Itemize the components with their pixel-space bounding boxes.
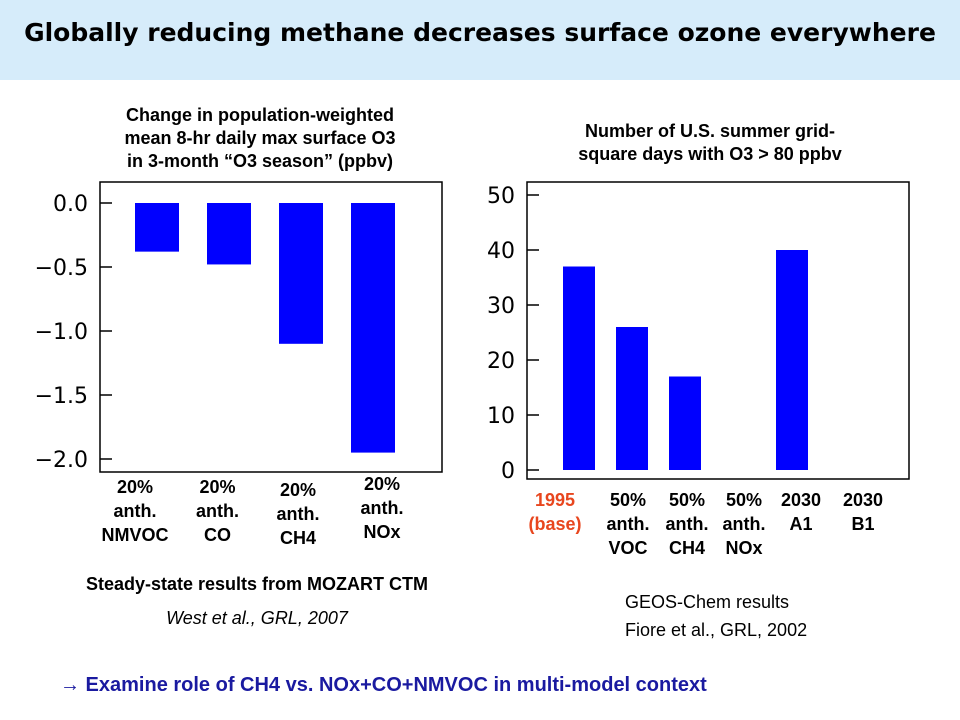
right-y-axis: 0 10 20 30 40 50 (487, 184, 539, 484)
right-cat-6-line-2: B1 (851, 514, 875, 534)
right-bar (616, 327, 648, 470)
left-tick-label: −1.0 (35, 320, 88, 345)
left-cat-2-line-1: 20% (199, 477, 236, 497)
right-bar (669, 376, 701, 470)
right-cat-4-line-1: 50% (725, 490, 763, 510)
left-cat-3-line-3: CH4 (279, 528, 316, 548)
right-bars (563, 250, 808, 470)
right-category-label: 50% anth. VOC (600, 488, 656, 560)
left-category-label: 20% anth. CH4 (258, 478, 338, 550)
right-footer-citation: Fiore et al., GRL, 2002 (625, 620, 808, 640)
right-tick-label: 20 (487, 349, 515, 374)
right-tick-label: 50 (487, 184, 515, 209)
left-tick-label: 0.0 (53, 192, 88, 217)
left-y-axis: 0.0 −0.5 −1.0 −1.5 −2.0 (35, 192, 112, 473)
right-title-line-1: Number of U.S. summer grid- (584, 121, 836, 141)
right-footer-source: GEOS-Chem results (625, 592, 790, 612)
right-category-label: 50% anth. NOx (716, 488, 772, 560)
right-cat-3-line-1: 50% (668, 490, 706, 510)
left-cat-3-line-2: anth. (276, 504, 320, 524)
right-title-line-2: square days with O3 > 80 ppbv (578, 144, 842, 164)
right-cat-5-line-1: 2030 (780, 490, 822, 510)
right-cat-2-line-3: VOC (608, 538, 648, 558)
left-footer-source: Steady-state results from MOZART CTM (85, 574, 429, 594)
left-cat-4-line-2: anth. (360, 498, 404, 518)
right-cat-6-line-1: 2030 (842, 490, 884, 510)
left-cat-4-line-1: 20% (363, 474, 401, 494)
left-category-label: 20% anth. NMVOC (95, 475, 175, 547)
right-cat-1-line-2: (base) (528, 514, 582, 534)
left-tick-label: −0.5 (35, 256, 88, 281)
right-cat-4-line-3: NOx (725, 538, 763, 558)
left-cat-2-line-2: anth. (196, 501, 239, 521)
right-tick-label: 10 (487, 404, 515, 429)
page-title: Globally reducing methane decreases surf… (24, 18, 936, 47)
left-title-line-3: in 3-month “O3 season” (ppbv) (126, 151, 394, 171)
right-tick-label: 30 (487, 294, 515, 319)
right-cat-1-line-1: 1995 (534, 490, 576, 510)
left-bar (207, 203, 251, 265)
right-cat-5-line-2: A1 (789, 514, 813, 534)
right-chart: 0 10 20 30 40 50 (487, 181, 910, 484)
left-tick-label: −2.0 (35, 448, 88, 473)
right-plot-frame (526, 181, 910, 480)
left-chart: 0.0 −0.5 −1.0 −1.5 −2.0 (35, 181, 443, 473)
right-chart-title: Number of U.S. summer grid- square days … (500, 120, 920, 166)
left-cat-1-line-1: 20% (116, 477, 154, 497)
left-cat-3-line-1: 20% (279, 480, 317, 500)
title-band (0, 0, 960, 80)
right-category-label: 2030 B1 (838, 488, 888, 536)
left-category-label: 20% anth. NOx (342, 472, 422, 544)
left-footer-citation: West et al., GRL, 2007 (166, 608, 348, 628)
right-cat-2-line-2: anth. (606, 514, 650, 534)
right-bar (776, 250, 808, 470)
left-cat-1-line-3: NMVOC (101, 525, 169, 545)
right-bar (563, 266, 595, 470)
bottom-takeaway: → Examine role of CH4 vs. NOx+CO+NMVOC i… (60, 674, 707, 696)
left-title-line-2: mean 8-hr daily max surface O3 (124, 128, 396, 148)
left-plot-frame (99, 181, 443, 473)
right-tick-label: 40 (487, 239, 515, 264)
left-bar (279, 203, 323, 344)
left-cat-1-line-2: anth. (113, 501, 157, 521)
left-bars (135, 203, 395, 453)
right-cat-4-line-2: anth. (722, 514, 766, 534)
right-category-label: 50% anth. CH4 (659, 488, 715, 560)
left-category-label: 20% anth. CO (180, 475, 255, 547)
right-tick-label: 0 (501, 459, 515, 484)
left-tick-label: −1.5 (35, 384, 88, 409)
right-category-label: 1995 (base) (523, 488, 587, 536)
right-cat-3-line-2: anth. (665, 514, 709, 534)
right-cat-2-line-1: 50% (609, 490, 647, 510)
right-category-label: 2030 A1 (776, 488, 826, 536)
left-bar (351, 203, 395, 453)
left-title-line-1: Change in population-weighted (126, 105, 394, 125)
left-cat-2-line-3: CO (204, 525, 231, 545)
left-chart-title: Change in population-weighted mean 8-hr … (60, 104, 460, 173)
right-cat-3-line-3: CH4 (668, 538, 705, 558)
left-bar (135, 203, 179, 252)
left-cat-4-line-3: NOx (363, 522, 401, 542)
